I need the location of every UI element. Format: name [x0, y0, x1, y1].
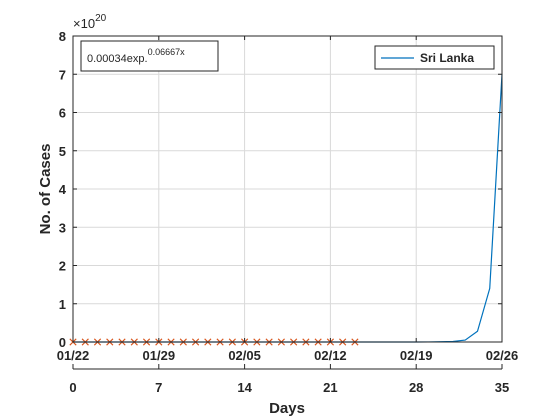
y-tick-label: 4 — [59, 182, 67, 197]
date-tick-label: 02/12 — [314, 348, 347, 363]
date-tick-label: 01/22 — [57, 348, 90, 363]
y-exponent-power: 20 — [95, 13, 107, 24]
grid — [73, 36, 502, 342]
y-tick-label: 0 — [59, 335, 66, 350]
y-tick-label: 2 — [59, 259, 66, 274]
date-tick-label: 02/05 — [228, 348, 261, 363]
y-tick-label: 3 — [59, 220, 66, 235]
x-axis-label: Days — [269, 400, 305, 417]
ticks: 0 1 2 3 4 5 6 7 8 — [59, 29, 503, 350]
y-tick-label: 6 — [59, 106, 66, 121]
x-tick-label: 7 — [155, 380, 162, 395]
x-tick-label: 14 — [237, 380, 252, 395]
date-tick-label: 01/29 — [143, 348, 176, 363]
date-tick-label: 02/19 — [400, 348, 433, 363]
fit-annotation-power: 0.06667x — [148, 47, 186, 57]
y-exponent-label: ×1020 — [73, 13, 107, 31]
x-tick-label: 35 — [495, 380, 509, 395]
date-ticks: 01/22 01/29 02/05 02/12 02/19 02/26 0 7 14 21 28 35 — [57, 348, 519, 395]
y-tick-label: 7 — [59, 67, 66, 82]
date-tick-label: 02/26 — [486, 348, 519, 363]
x-tick-label: 28 — [409, 380, 423, 395]
x-tick-label: 21 — [323, 380, 337, 395]
y-tick-label: 5 — [59, 144, 66, 159]
legend: Sri Lanka — [374, 45, 495, 70]
fit-annotation-text: 0.00034exp.0.06667x — [87, 47, 185, 65]
y-axis-label: No. of Cases — [37, 144, 54, 235]
fit-annotation: 0.00034exp.0.06667x — [80, 40, 219, 72]
x-tick-label: 0 — [69, 380, 76, 395]
fit-annotation-box — [80, 40, 219, 72]
y-tick-label: 8 — [59, 29, 66, 44]
legend-box — [374, 45, 495, 70]
y-tick-label: 1 — [59, 297, 66, 312]
legend-entry-sri-lanka: Sri Lanka — [420, 51, 474, 65]
